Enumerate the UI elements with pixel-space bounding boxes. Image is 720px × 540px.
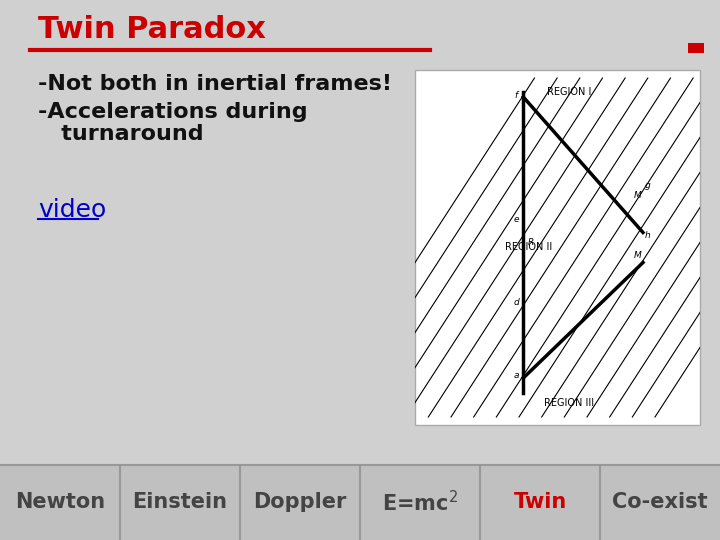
Bar bbox=[415, 70, 700, 425]
Text: video: video bbox=[38, 198, 107, 222]
Text: -Accelerations during: -Accelerations during bbox=[38, 102, 307, 122]
Text: Doppler: Doppler bbox=[253, 492, 347, 512]
Text: M: M bbox=[634, 251, 642, 260]
Text: Co-exist: Co-exist bbox=[612, 492, 708, 512]
Text: turnaround: turnaround bbox=[38, 124, 204, 144]
Text: REGION I: REGION I bbox=[546, 87, 591, 97]
Bar bbox=[688, 43, 704, 53]
Text: f: f bbox=[515, 91, 518, 99]
Text: a: a bbox=[513, 370, 519, 380]
Text: Twin Paradox: Twin Paradox bbox=[38, 16, 266, 44]
Text: R: R bbox=[528, 238, 534, 247]
Text: -Not both in inertial frames!: -Not both in inertial frames! bbox=[38, 74, 392, 94]
Text: g: g bbox=[645, 181, 651, 190]
Text: E=mc$^2$: E=mc$^2$ bbox=[382, 490, 458, 515]
Text: M: M bbox=[634, 191, 642, 200]
Bar bbox=[0, 465, 720, 540]
Text: Twin: Twin bbox=[513, 492, 567, 512]
Text: REGION II: REGION II bbox=[505, 242, 553, 253]
Text: d: d bbox=[513, 298, 519, 307]
Text: e: e bbox=[513, 215, 519, 224]
Text: Newton: Newton bbox=[15, 492, 105, 512]
Text: Einstein: Einstein bbox=[132, 492, 228, 512]
Text: REGION III: REGION III bbox=[544, 398, 594, 408]
Text: h: h bbox=[645, 231, 651, 240]
